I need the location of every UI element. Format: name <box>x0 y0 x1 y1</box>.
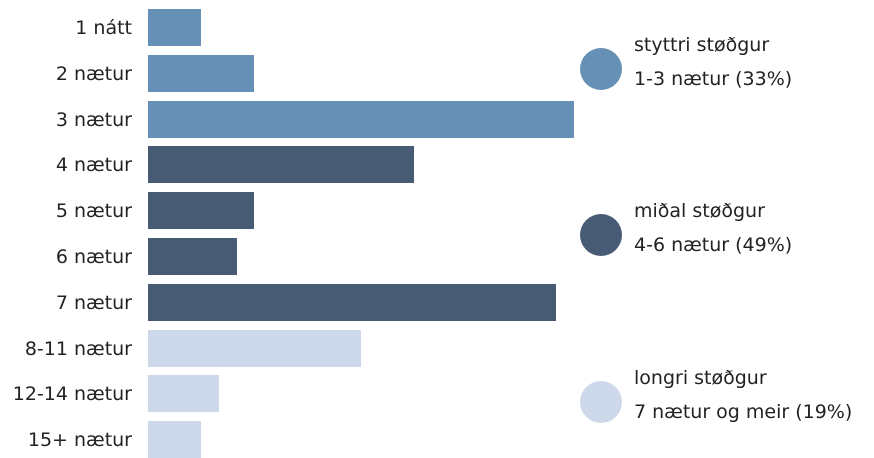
category-label: 5 nætur <box>55 200 132 223</box>
legend-name: miðal støðgur <box>634 200 765 222</box>
category-label: 4 nætur <box>55 154 132 177</box>
bar <box>148 375 219 413</box>
bar <box>148 329 361 367</box>
category-label: 7 nætur <box>55 291 132 314</box>
bar <box>148 146 414 184</box>
legend-dot-icon <box>580 381 622 423</box>
bar <box>148 238 237 275</box>
legend-dot-icon <box>580 48 622 90</box>
bar <box>148 192 254 230</box>
bar <box>148 9 201 46</box>
category-label: 1 nátt <box>75 17 132 39</box>
bar <box>148 421 201 458</box>
bar <box>148 100 574 138</box>
category-label: 2 nætur <box>55 62 132 85</box>
legend-detail: 4-6 nætur (49%) <box>634 234 793 256</box>
legend-detail: 1-3 nætur (33%) <box>634 68 793 90</box>
category-label: 3 nætur <box>55 108 132 131</box>
legend-name: styttri støðgur <box>634 34 770 56</box>
bar <box>148 283 556 321</box>
category-label: 15+ nætur <box>27 429 132 452</box>
category-label: 12-14 nætur <box>12 383 132 406</box>
bar <box>148 54 254 92</box>
legend-name: longri støðgur <box>634 367 767 389</box>
category-label: 8-11 nætur <box>24 337 132 360</box>
legend-dot-icon <box>580 214 622 256</box>
legend-detail: 7 nætur og meir (19%) <box>634 401 853 423</box>
category-label: 6 nætur <box>55 246 132 268</box>
